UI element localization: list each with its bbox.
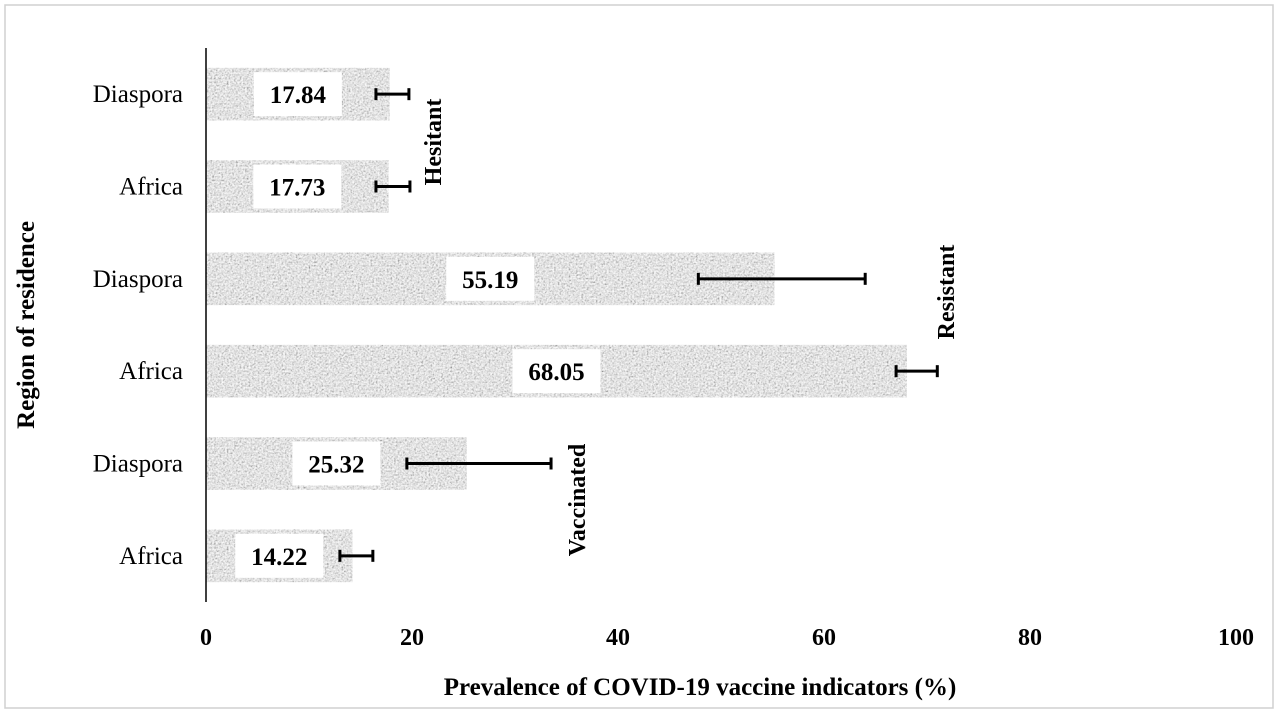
x-tick-labels-layer: 0 20 40 60 80 100 xyxy=(200,625,1254,651)
category-label-africa-hesitant: Africa xyxy=(119,174,183,201)
x-tick-label-0: 0 xyxy=(200,625,212,651)
y-axis-title: Region of residence xyxy=(13,221,40,429)
category-label-africa-vaccinated: Africa xyxy=(119,543,183,570)
error-bar-diaspora-resistant xyxy=(696,272,867,285)
category-label-africa-resistant: Africa xyxy=(119,358,183,385)
value-label-africa-resistant: 68.05 xyxy=(512,349,601,394)
value-label-diaspora-resistant: 55.19 xyxy=(446,256,535,301)
category-label-diaspora-vaccinated: Diaspora xyxy=(93,451,183,478)
group-label-hesitant: Hesitant xyxy=(421,99,447,186)
value-text-diaspora-resistant: 55.19 xyxy=(462,267,518,294)
value-label-africa-hesitant: 17.73 xyxy=(253,164,342,209)
value-text-africa-resistant: 68.05 xyxy=(528,359,584,386)
category-label-diaspora-resistant: Diaspora xyxy=(93,266,183,293)
category-label-diaspora-hesitant: Diaspora xyxy=(93,81,183,108)
x-tick-label-20: 20 xyxy=(400,625,424,651)
error-bar-diaspora-hesitant xyxy=(374,88,411,101)
value-text-diaspora-vaccinated: 25.32 xyxy=(308,452,364,479)
x-tick-label-60: 60 xyxy=(812,625,836,651)
value-text-africa-vaccinated: 14.22 xyxy=(251,544,307,571)
value-label-diaspora-vaccinated: 25.32 xyxy=(292,441,381,486)
error-bar-africa-hesitant xyxy=(374,180,412,193)
x-tick-label-40: 40 xyxy=(606,625,630,651)
x-tick-label-80: 80 xyxy=(1018,625,1042,651)
category-labels-layer: Diaspora Africa Diaspora Africa Diaspora Afri… xyxy=(93,81,183,570)
value-text-africa-hesitant: 17.73 xyxy=(269,175,325,202)
error-bar-africa-vaccinated xyxy=(338,549,375,562)
group-label-vaccinated: Vaccinated xyxy=(565,443,591,556)
x-tick-label-100: 100 xyxy=(1218,625,1254,651)
value-label-diaspora-hesitant: 17.84 xyxy=(253,72,342,117)
error-bar-diaspora-vaccinated xyxy=(405,457,553,470)
error-bar-africa-resistant xyxy=(894,365,939,378)
value-label-africa-vaccinated: 14.22 xyxy=(235,533,324,578)
group-label-resistant: Resistant xyxy=(934,245,960,340)
value-text-diaspora-hesitant: 17.84 xyxy=(270,82,327,109)
error-bars-layer xyxy=(338,88,939,562)
value-labels-layer: 17.84 17.73 55.19 68.05 25.32 14.22 xyxy=(235,72,601,578)
x-axis-title: Prevalence of COVID-19 vaccine indicator… xyxy=(444,674,957,701)
